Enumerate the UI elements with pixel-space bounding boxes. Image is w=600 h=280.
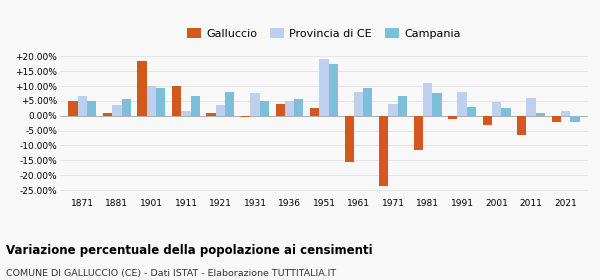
Bar — [423, 83, 432, 116]
Bar — [457, 92, 467, 116]
Bar — [570, 116, 580, 122]
Bar — [398, 96, 407, 116]
Bar — [379, 116, 388, 186]
Bar — [294, 99, 304, 116]
Legend: Galluccio, Provincia di CE, Campania: Galluccio, Provincia di CE, Campania — [183, 24, 465, 44]
Bar — [482, 116, 492, 125]
Bar — [241, 116, 250, 117]
Bar — [78, 96, 87, 116]
Bar — [250, 94, 260, 116]
Bar — [448, 116, 457, 119]
Bar — [285, 101, 294, 116]
Bar — [517, 116, 526, 135]
Bar — [354, 92, 363, 116]
Bar — [103, 113, 112, 116]
Bar — [329, 64, 338, 116]
Bar — [87, 101, 97, 116]
Bar — [319, 59, 329, 116]
Bar — [225, 92, 235, 116]
Bar — [561, 111, 570, 116]
Bar — [122, 99, 131, 116]
Bar — [413, 116, 423, 150]
Bar — [156, 88, 166, 116]
Bar — [501, 108, 511, 116]
Bar — [216, 105, 225, 116]
Bar — [432, 94, 442, 116]
Bar — [344, 116, 354, 162]
Bar — [68, 101, 78, 116]
Bar — [275, 104, 285, 116]
Bar — [137, 61, 147, 116]
Bar — [191, 96, 200, 116]
Bar — [310, 108, 319, 116]
Text: Variazione percentuale della popolazione ai censimenti: Variazione percentuale della popolazione… — [6, 244, 373, 256]
Bar — [147, 86, 156, 116]
Bar — [551, 116, 561, 122]
Bar — [363, 88, 373, 116]
Bar — [388, 104, 398, 116]
Bar — [536, 113, 545, 116]
Bar — [467, 107, 476, 116]
Bar — [260, 101, 269, 116]
Bar — [206, 113, 216, 116]
Bar — [492, 102, 501, 116]
Bar — [112, 105, 122, 116]
Text: COMUNE DI GALLUCCIO (CE) - Dati ISTAT - Elaborazione TUTTITALIA.IT: COMUNE DI GALLUCCIO (CE) - Dati ISTAT - … — [6, 269, 336, 278]
Bar — [172, 86, 181, 116]
Bar — [181, 111, 191, 116]
Bar — [526, 98, 536, 116]
